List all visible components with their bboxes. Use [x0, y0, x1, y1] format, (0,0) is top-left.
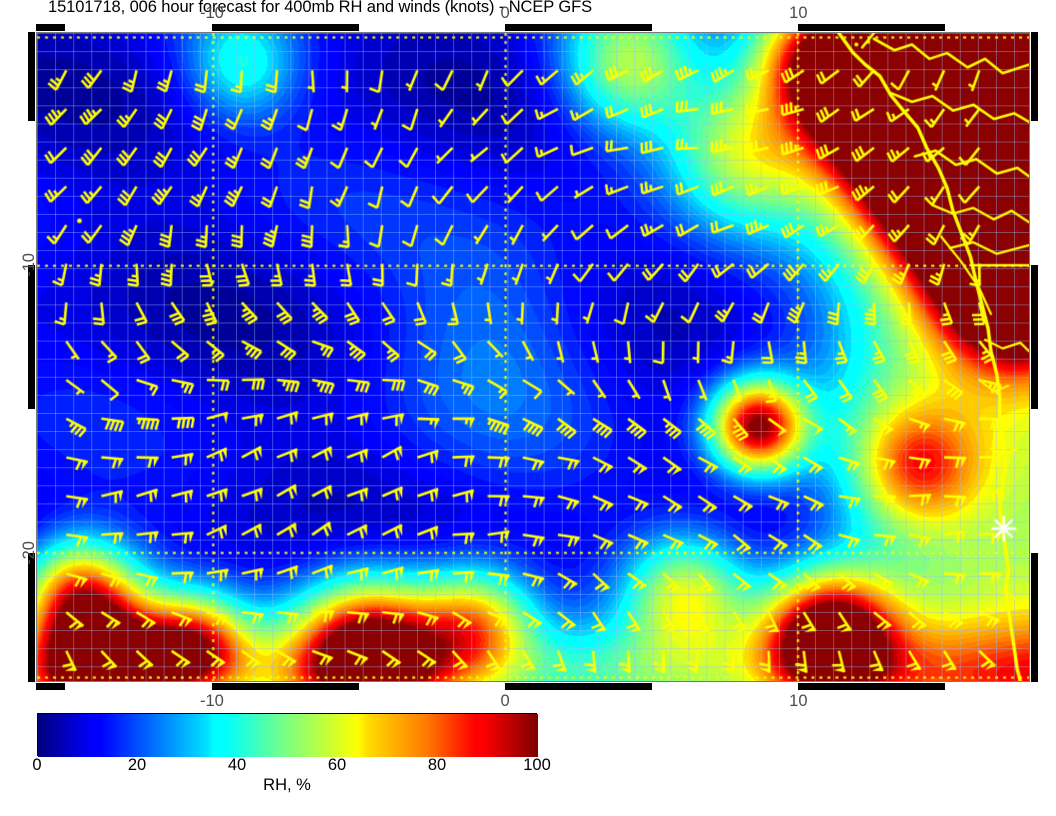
x-axis-tick-label: 10 [789, 4, 808, 22]
station-marker-icon: ✳ [989, 511, 1019, 550]
axis-tickbar-vertical [1031, 32, 1038, 682]
colorbar-tick-label: 80 [427, 756, 447, 774]
colorbar-tick-label: 60 [327, 756, 347, 774]
x-axis-tick-label: 0 [500, 4, 510, 22]
colorbar-tick-label: 100 [523, 756, 551, 774]
axis-tickbar-horizontal [36, 24, 1030, 31]
y-axis-tick-label: -20 [20, 540, 38, 565]
colorbar-tick-label: 40 [227, 756, 247, 774]
page-title: 15101718, 006 hour forecast for 400mb RH… [48, 0, 592, 16]
x-axis-tick-label: -10 [199, 4, 224, 22]
colorbar-label: RH, % [263, 776, 311, 794]
x-axis-tick-label: -10 [199, 692, 224, 710]
colorbar[interactable] [37, 713, 538, 757]
map-panel[interactable] [36, 32, 1030, 682]
axis-tickbar-vertical [28, 32, 35, 682]
y-axis-tick-label: -10 [20, 253, 38, 277]
colorbar-tick-label: 0 [32, 756, 42, 774]
rh-field-canvas [37, 33, 1029, 681]
colorbar-tick-label: 20 [127, 756, 147, 774]
colorbar-gradient [38, 714, 538, 757]
x-axis-tick-label: 0 [500, 692, 510, 710]
axis-tickbar-horizontal [36, 683, 1030, 690]
x-axis-tick-label: 10 [789, 692, 808, 710]
